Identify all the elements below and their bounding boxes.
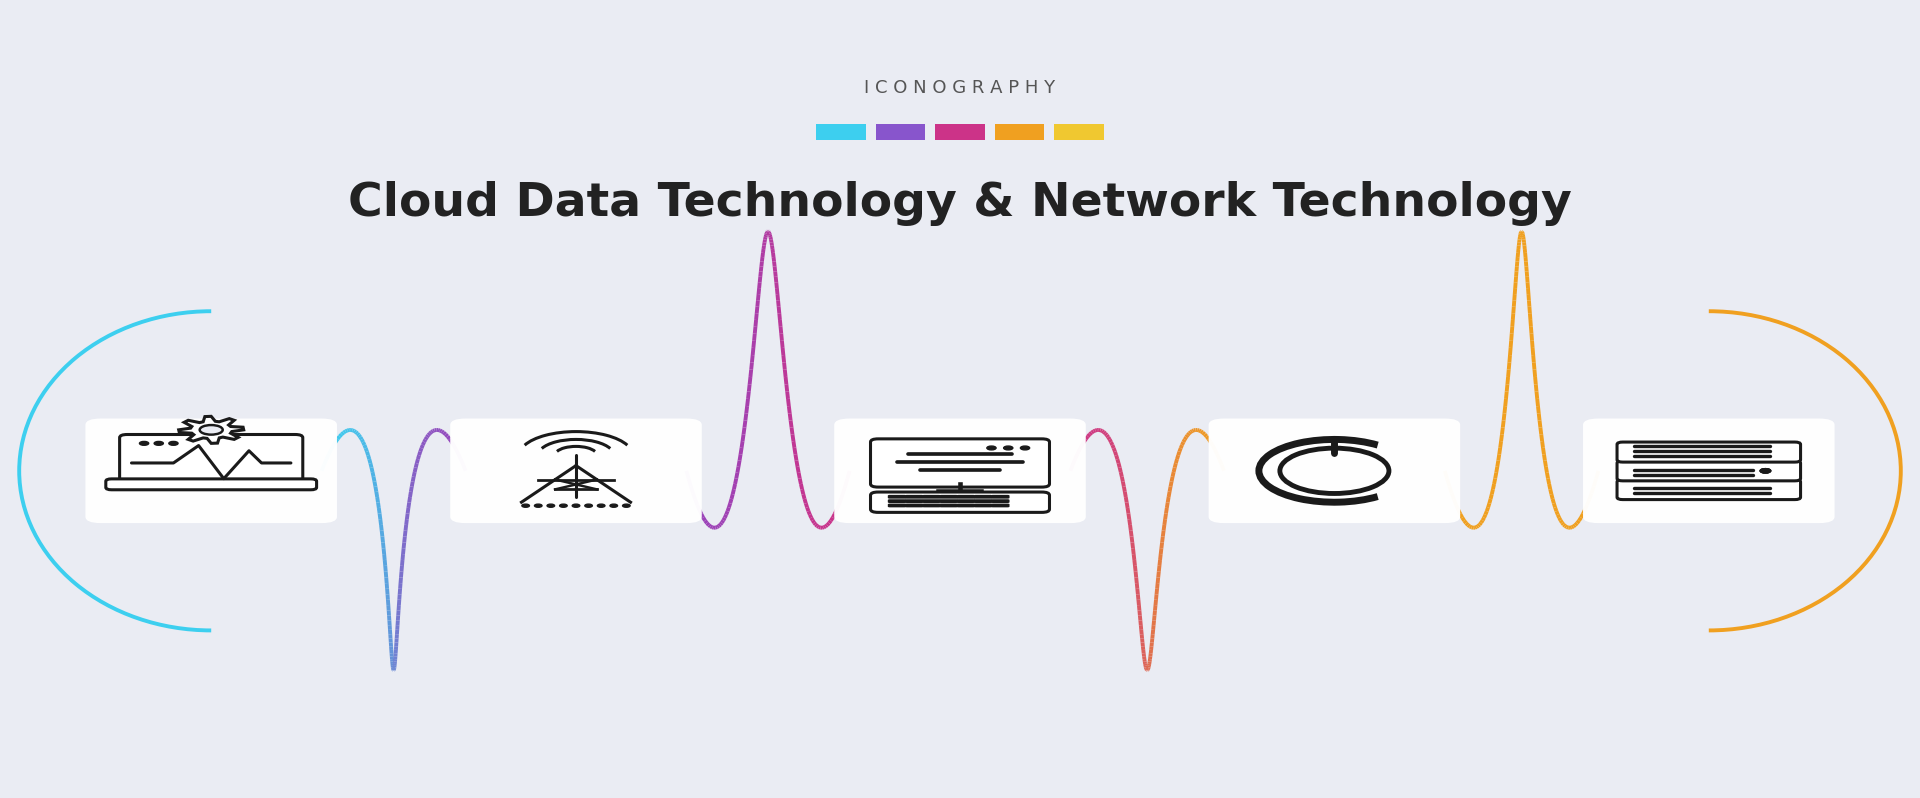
FancyBboxPatch shape — [973, 500, 993, 503]
Text: I C O N O G R A P H Y: I C O N O G R A P H Y — [864, 79, 1056, 97]
FancyBboxPatch shape — [956, 495, 975, 499]
Circle shape — [586, 504, 593, 508]
FancyBboxPatch shape — [449, 419, 703, 523]
FancyBboxPatch shape — [1617, 442, 1801, 462]
Circle shape — [522, 504, 530, 508]
Circle shape — [1761, 468, 1770, 473]
Circle shape — [622, 504, 630, 508]
FancyBboxPatch shape — [876, 124, 925, 140]
FancyBboxPatch shape — [887, 504, 906, 508]
FancyBboxPatch shape — [973, 504, 993, 508]
Circle shape — [572, 504, 580, 508]
Circle shape — [987, 446, 996, 450]
FancyBboxPatch shape — [1210, 419, 1459, 523]
Circle shape — [1761, 468, 1770, 473]
FancyBboxPatch shape — [935, 124, 985, 140]
FancyBboxPatch shape — [887, 500, 906, 503]
FancyBboxPatch shape — [904, 504, 924, 508]
Circle shape — [169, 441, 179, 445]
Circle shape — [559, 504, 566, 508]
FancyBboxPatch shape — [939, 495, 958, 499]
FancyBboxPatch shape — [956, 504, 975, 508]
FancyBboxPatch shape — [922, 500, 941, 503]
FancyBboxPatch shape — [939, 500, 958, 503]
Circle shape — [140, 441, 148, 445]
Circle shape — [200, 425, 223, 435]
Circle shape — [611, 504, 618, 508]
Circle shape — [597, 504, 605, 508]
Circle shape — [154, 441, 163, 445]
Polygon shape — [179, 417, 244, 444]
FancyBboxPatch shape — [1054, 124, 1104, 140]
Circle shape — [534, 504, 541, 508]
FancyBboxPatch shape — [1617, 480, 1801, 500]
FancyBboxPatch shape — [956, 500, 975, 503]
FancyBboxPatch shape — [991, 500, 1010, 503]
FancyBboxPatch shape — [922, 495, 941, 499]
Circle shape — [1004, 446, 1014, 450]
FancyBboxPatch shape — [816, 124, 866, 140]
FancyBboxPatch shape — [1582, 419, 1834, 523]
FancyBboxPatch shape — [1617, 460, 1801, 481]
FancyBboxPatch shape — [991, 504, 1010, 508]
FancyBboxPatch shape — [833, 419, 1087, 523]
Circle shape — [1761, 468, 1770, 473]
Circle shape — [1020, 446, 1029, 450]
Circle shape — [547, 504, 555, 508]
FancyBboxPatch shape — [870, 492, 1050, 512]
Text: Cloud Data Technology & Network Technology: Cloud Data Technology & Network Technolo… — [348, 181, 1572, 226]
FancyBboxPatch shape — [939, 504, 958, 508]
FancyBboxPatch shape — [119, 434, 303, 484]
FancyBboxPatch shape — [106, 479, 317, 490]
FancyBboxPatch shape — [991, 495, 1010, 499]
FancyBboxPatch shape — [887, 495, 906, 499]
FancyBboxPatch shape — [870, 439, 1050, 487]
FancyBboxPatch shape — [973, 495, 993, 499]
FancyBboxPatch shape — [995, 124, 1044, 140]
FancyBboxPatch shape — [904, 500, 924, 503]
FancyBboxPatch shape — [922, 504, 941, 508]
FancyBboxPatch shape — [904, 495, 924, 499]
FancyBboxPatch shape — [84, 419, 338, 523]
